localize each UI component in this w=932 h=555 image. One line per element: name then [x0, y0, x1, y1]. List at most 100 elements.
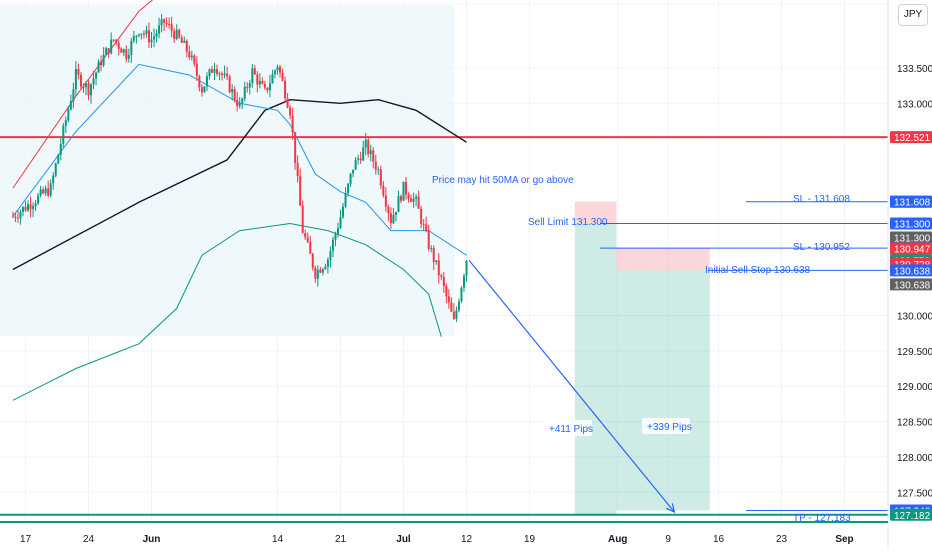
price-tag [890, 131, 932, 144]
candle-body [261, 80, 264, 84]
price-tag [890, 242, 932, 255]
candle-body [175, 29, 178, 39]
price-tag [890, 278, 932, 291]
candle-body [294, 132, 297, 163]
indicator-lines [12, 0, 467, 401]
candle-body [158, 25, 161, 34]
candle-body [450, 302, 453, 312]
candle-body [32, 206, 35, 209]
candle-body [276, 66, 279, 71]
candle-body [231, 89, 234, 93]
candle-body [34, 203, 37, 207]
y-ticks: 133.500 133.000 130.000 129.500 129.000 128.5… [897, 64, 932, 499]
candle-body [445, 285, 448, 297]
candle-body [399, 196, 402, 201]
candle-body [359, 158, 362, 161]
candle-body [122, 49, 125, 53]
candle-body [402, 181, 405, 201]
candle-body [49, 183, 52, 196]
candle-body [392, 214, 395, 224]
candle-body [84, 83, 87, 88]
price-tag [890, 508, 932, 521]
candle-body [299, 176, 302, 206]
candle-body [216, 69, 219, 74]
position-reward-zone [616, 270, 710, 511]
candle-body [284, 80, 287, 99]
candle-body [221, 73, 224, 76]
price-tag-label: 131.608 [894, 198, 931, 209]
position-reward-zone [574, 223, 617, 515]
candle-body [110, 39, 113, 54]
candle-body [115, 39, 118, 43]
candle-body [412, 198, 415, 202]
candle-body [178, 29, 181, 38]
candle-body [289, 107, 292, 116]
candle-body [251, 68, 254, 84]
candle-body [127, 55, 130, 59]
candle-body [296, 162, 299, 177]
candle-body [263, 83, 266, 88]
candle-body [153, 36, 156, 40]
candle-body [67, 109, 70, 121]
candle-body [447, 296, 450, 303]
candle-body [238, 103, 241, 107]
candle-body [334, 233, 337, 240]
candle-body [79, 74, 82, 87]
y-tick-label: 130.000 [897, 311, 932, 322]
stop-loss-label-1: SL - 131.608 [793, 194, 850, 205]
candle-body [442, 276, 445, 286]
candle-body [347, 183, 350, 194]
ma-line-upper-envelope [12, 0, 154, 189]
candle-body [462, 275, 465, 288]
candle-body [82, 86, 85, 88]
candle-body [74, 69, 77, 90]
candle-body [218, 73, 221, 75]
x-tick-label: 24 [83, 534, 95, 545]
candle-body [379, 169, 382, 186]
candle-body [142, 33, 145, 35]
x-ticks: 17 24 Jun 14 21 Jul 12 19 Aug 9 16 23 Sep [20, 534, 854, 545]
reference-lines [600, 201, 888, 511]
candle-body [427, 230, 430, 249]
candle-body [364, 139, 367, 148]
price-tag-label: 130.947 [894, 244, 931, 255]
candle-body [190, 55, 193, 58]
candle-body [248, 83, 251, 88]
price-tag-label: 130.638 [894, 266, 931, 277]
candle-body [59, 143, 62, 155]
y-tick-label: 133.000 [897, 99, 932, 110]
candle-body [117, 42, 120, 49]
candle-body [14, 216, 17, 218]
candle-body [329, 250, 332, 260]
candle-body [130, 40, 133, 56]
candle-body [420, 208, 423, 224]
candle-body [72, 89, 75, 101]
candle-body [352, 169, 355, 174]
candle-body [160, 19, 163, 26]
y-tick-label: 129.000 [897, 382, 932, 393]
candle-body [39, 189, 42, 196]
candle-body [273, 70, 276, 75]
candle-body [455, 310, 458, 319]
candle-body [336, 228, 339, 234]
x-tick-label: 14 [272, 534, 284, 545]
x-tick-label: 16 [713, 534, 725, 545]
candle-body [266, 87, 269, 91]
candle-body [465, 260, 468, 276]
candle-body [21, 206, 24, 212]
price-tag-label: 131.300 [894, 234, 931, 245]
candle-body [258, 80, 261, 85]
x-tick-label: Jun [143, 534, 161, 545]
x-tick-label: 9 [665, 534, 671, 545]
candle-body [173, 31, 176, 39]
candle-body [120, 48, 123, 53]
candle-body [415, 196, 418, 199]
candle-body [437, 260, 440, 276]
candle-body [102, 54, 105, 66]
currency-badge[interactable]: JPY [898, 4, 928, 26]
candle-body [342, 206, 345, 217]
history-shade [0, 6, 454, 336]
candle-body [64, 120, 67, 126]
